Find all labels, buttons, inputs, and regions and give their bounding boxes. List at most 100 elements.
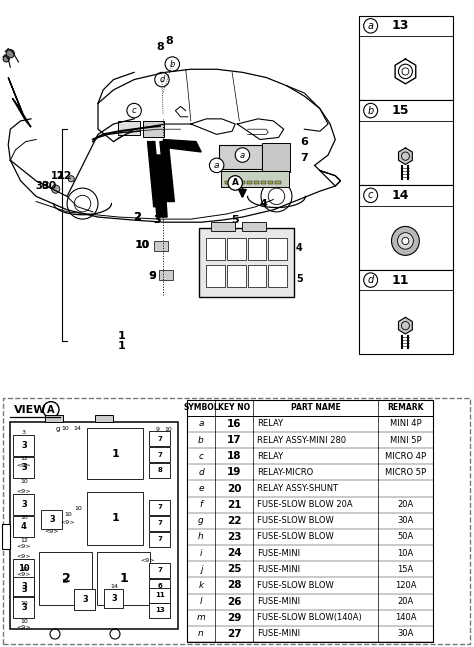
Text: h: h [198,532,204,542]
Text: f: f [200,500,202,509]
FancyBboxPatch shape [13,494,35,515]
Text: FUSE-MINI: FUSE-MINI [257,565,300,574]
FancyBboxPatch shape [88,492,144,545]
Circle shape [228,176,242,190]
Text: 20: 20 [227,483,241,494]
FancyBboxPatch shape [359,100,453,185]
FancyBboxPatch shape [3,398,470,644]
FancyBboxPatch shape [149,447,171,462]
Polygon shape [399,318,412,334]
Text: n: n [198,630,204,639]
Text: 2: 2 [133,212,141,222]
Polygon shape [153,155,167,217]
FancyBboxPatch shape [118,121,140,135]
FancyBboxPatch shape [246,181,252,184]
Text: 3: 3 [82,595,88,604]
Circle shape [398,233,413,249]
Text: 18: 18 [227,451,241,461]
FancyBboxPatch shape [206,237,225,261]
Text: 8: 8 [156,41,164,52]
Text: MICRO 4P: MICRO 4P [385,452,426,461]
FancyBboxPatch shape [39,552,92,604]
Circle shape [402,237,409,245]
Text: 14: 14 [110,584,118,589]
FancyBboxPatch shape [154,241,168,250]
Text: 9: 9 [149,271,156,281]
Text: 7: 7 [157,505,163,510]
Text: 2: 2 [134,212,141,222]
FancyBboxPatch shape [149,463,171,478]
Text: 3: 3 [153,215,161,225]
Text: 9: 9 [149,271,156,281]
FancyBboxPatch shape [242,222,265,231]
Text: 4: 4 [21,522,27,531]
FancyBboxPatch shape [13,597,35,618]
FancyBboxPatch shape [268,237,287,261]
Text: <9>: <9> [17,624,31,630]
Text: d: d [198,468,204,477]
Circle shape [127,104,141,118]
FancyBboxPatch shape [42,510,63,529]
FancyBboxPatch shape [359,16,453,100]
Text: 30: 30 [35,181,48,191]
Text: e: e [198,484,204,493]
Text: <9>: <9> [61,520,75,525]
FancyBboxPatch shape [149,578,171,594]
Text: 3: 3 [21,585,27,594]
FancyBboxPatch shape [227,237,246,261]
FancyBboxPatch shape [149,431,171,446]
FancyBboxPatch shape [227,265,246,287]
FancyBboxPatch shape [13,435,35,456]
Text: 11: 11 [392,274,409,287]
FancyBboxPatch shape [2,524,10,549]
FancyBboxPatch shape [359,185,453,270]
Polygon shape [163,140,201,152]
Text: 14: 14 [73,426,81,431]
Text: 5: 5 [231,215,239,225]
FancyBboxPatch shape [13,457,35,478]
Text: A: A [232,179,239,188]
Circle shape [364,273,378,287]
Text: a: a [368,21,374,31]
Text: 17: 17 [227,435,241,445]
Polygon shape [147,142,161,206]
Text: RELAY ASSY-MINI 280: RELAY ASSY-MINI 280 [257,435,346,444]
Text: g: g [56,426,60,432]
Text: 29: 29 [227,613,241,623]
FancyBboxPatch shape [219,145,262,170]
Text: 3: 3 [21,441,27,450]
Text: A: A [47,404,55,415]
Text: MINI 5P: MINI 5P [390,435,421,444]
Text: 15: 15 [392,104,409,117]
Text: <9>: <9> [17,463,31,468]
Text: 21: 21 [227,499,241,510]
Text: MINI 4P: MINI 4P [390,419,421,428]
FancyBboxPatch shape [261,181,266,184]
FancyBboxPatch shape [45,415,63,422]
Text: i: i [200,549,202,558]
FancyBboxPatch shape [149,516,171,531]
FancyBboxPatch shape [10,422,178,629]
FancyBboxPatch shape [98,552,151,604]
FancyBboxPatch shape [221,171,289,186]
Text: l: l [200,597,202,606]
FancyBboxPatch shape [13,559,35,578]
Text: 4: 4 [259,199,267,208]
Text: 15A: 15A [397,565,414,574]
Text: 10: 10 [20,600,28,606]
Text: 3: 3 [21,500,27,509]
Circle shape [364,104,378,118]
Text: FUSE-MINI: FUSE-MINI [257,630,300,639]
Text: b: b [170,60,175,69]
Polygon shape [12,98,31,127]
Text: RELAY-MICRO: RELAY-MICRO [257,468,313,477]
FancyBboxPatch shape [247,265,266,287]
Text: 7: 7 [301,153,308,163]
Text: 3: 3 [154,215,160,225]
Circle shape [3,56,9,62]
Circle shape [52,185,60,193]
Text: FUSE-MINI: FUSE-MINI [257,597,300,606]
Text: RELAY: RELAY [257,452,283,461]
Text: 1: 1 [118,331,126,341]
FancyBboxPatch shape [13,578,35,600]
